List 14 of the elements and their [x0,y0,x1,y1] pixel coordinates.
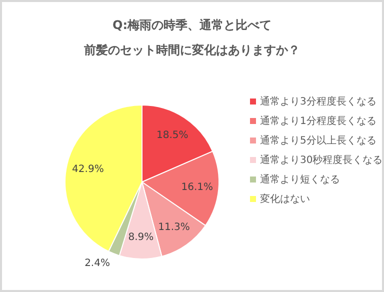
data-label: 42.9% [72,164,104,176]
data-label: 8.9% [128,232,154,243]
legend-label: 通常より30秒程度長くなる [260,154,383,166]
chart-subtitle: 前髪のセット時間に変化はありますか？ [83,43,300,57]
legend-label: 通常より5分以上長くなる [260,134,376,146]
legend-label: 通常より短くなる [260,174,340,186]
data-label: 16.1% [181,182,214,193]
chart-title: Q:梅雨の時季、通常と比べて [112,18,272,32]
legend-label: 変化はない [260,193,310,205]
data-label: 11.3% [158,222,190,233]
legend-label: 通常より1分程度長くなる [260,115,376,127]
data-label: 18.5% [156,130,188,142]
data-label: 2.4% [84,258,110,270]
legend-label: 通常より3分程度長くなる [260,96,376,108]
